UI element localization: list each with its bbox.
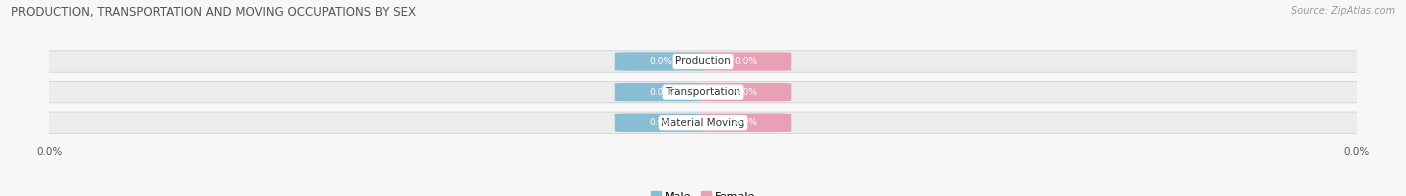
FancyBboxPatch shape xyxy=(614,52,706,71)
FancyBboxPatch shape xyxy=(22,51,1384,72)
Legend: Male, Female: Male, Female xyxy=(647,187,759,196)
FancyBboxPatch shape xyxy=(22,112,1384,133)
FancyBboxPatch shape xyxy=(700,113,792,132)
Text: 0.0%: 0.0% xyxy=(650,57,672,66)
Text: 0.0%: 0.0% xyxy=(734,88,756,97)
Text: Transportation: Transportation xyxy=(665,87,741,97)
FancyBboxPatch shape xyxy=(614,113,706,132)
FancyBboxPatch shape xyxy=(700,83,792,101)
Text: Production: Production xyxy=(675,56,731,66)
FancyBboxPatch shape xyxy=(614,83,706,101)
FancyBboxPatch shape xyxy=(700,52,792,71)
Text: 0.0%: 0.0% xyxy=(650,118,672,127)
Text: 0.0%: 0.0% xyxy=(734,57,756,66)
Text: Material Moving: Material Moving xyxy=(661,118,745,128)
Text: PRODUCTION, TRANSPORTATION AND MOVING OCCUPATIONS BY SEX: PRODUCTION, TRANSPORTATION AND MOVING OC… xyxy=(11,6,416,19)
Text: Source: ZipAtlas.com: Source: ZipAtlas.com xyxy=(1291,6,1395,16)
Text: 0.0%: 0.0% xyxy=(734,118,756,127)
FancyBboxPatch shape xyxy=(22,81,1384,103)
Text: 0.0%: 0.0% xyxy=(650,88,672,97)
